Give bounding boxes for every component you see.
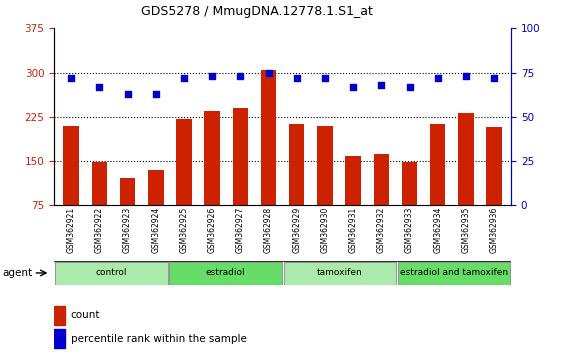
Bar <box>486 127 502 205</box>
Point <box>179 75 188 81</box>
Bar <box>54 329 65 348</box>
Point <box>489 75 498 81</box>
Text: tamoxifen: tamoxifen <box>317 268 363 278</box>
Point <box>208 73 217 79</box>
Bar <box>430 124 445 205</box>
Text: estradiol: estradiol <box>206 268 246 278</box>
Point <box>433 75 443 81</box>
Point <box>348 84 357 90</box>
Point <box>67 75 76 81</box>
Bar <box>169 262 282 285</box>
Point <box>320 75 329 81</box>
Bar <box>345 156 361 205</box>
Bar <box>55 262 168 285</box>
Point <box>264 70 273 75</box>
Text: percentile rank within the sample: percentile rank within the sample <box>71 333 247 344</box>
Bar <box>232 108 248 205</box>
Point <box>461 73 471 79</box>
Bar <box>458 113 474 205</box>
Bar <box>120 178 135 205</box>
Text: control: control <box>95 268 127 278</box>
Bar <box>63 126 79 205</box>
Text: estradiol and tamoxifen: estradiol and tamoxifen <box>400 268 508 278</box>
Text: count: count <box>71 310 100 320</box>
Point <box>151 91 160 97</box>
Bar <box>91 162 107 205</box>
Point <box>236 73 245 79</box>
Point <box>292 75 301 81</box>
Bar <box>54 306 65 325</box>
Point <box>377 82 386 88</box>
Bar <box>289 124 304 205</box>
Bar <box>148 170 163 205</box>
Bar <box>373 154 389 205</box>
Text: GDS5278 / MmugDNA.12778.1.S1_at: GDS5278 / MmugDNA.12778.1.S1_at <box>141 5 373 18</box>
Bar <box>397 262 510 285</box>
Point <box>95 84 104 90</box>
Text: agent: agent <box>3 268 33 278</box>
Bar <box>204 111 220 205</box>
Bar <box>176 119 192 205</box>
Bar <box>317 126 333 205</box>
Point <box>123 91 132 97</box>
Bar <box>283 262 396 285</box>
Point <box>405 84 414 90</box>
Bar <box>402 162 417 205</box>
Bar <box>261 70 276 205</box>
